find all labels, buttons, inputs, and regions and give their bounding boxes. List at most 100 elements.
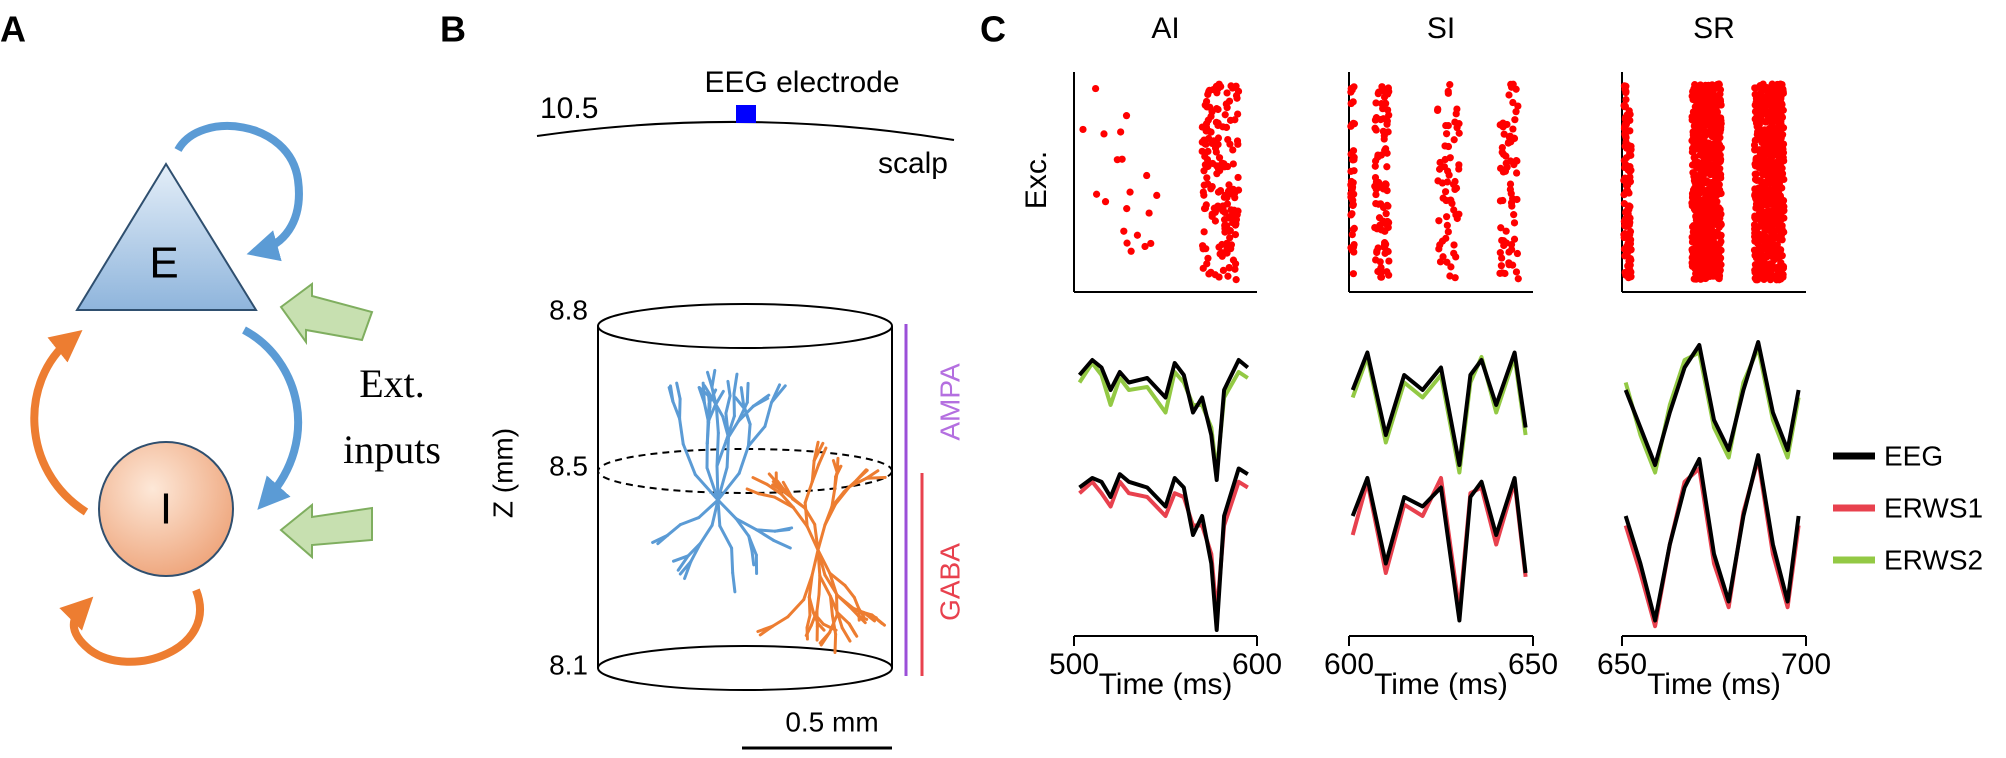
spike [1692, 103, 1699, 110]
spike [1372, 174, 1379, 181]
panel-label: B [440, 9, 466, 50]
x-tick-label: 600 [1324, 648, 1374, 681]
spike [1708, 185, 1715, 192]
spike [1769, 117, 1776, 124]
dendrite [773, 617, 788, 626]
spike [1508, 241, 1515, 248]
spike [1774, 89, 1781, 96]
spike [1232, 260, 1239, 267]
dendrite [854, 597, 858, 608]
spike [1128, 248, 1135, 255]
x-axis-label: Time (ms) [1647, 668, 1781, 701]
spike [1223, 222, 1230, 229]
spike [1212, 217, 1219, 224]
spike-band [1496, 81, 1521, 283]
scalp [537, 122, 954, 140]
spike [1225, 214, 1232, 221]
spike [1384, 187, 1391, 194]
spike [1625, 257, 1632, 264]
interneuron [747, 442, 885, 652]
dendrite [680, 399, 681, 419]
legend-label: EEG [1884, 440, 1943, 471]
panel-label: A [0, 9, 26, 50]
dendrite [680, 518, 698, 525]
spike [1224, 136, 1231, 143]
spike [1233, 276, 1240, 283]
spike [1453, 105, 1460, 112]
spike [1500, 168, 1507, 175]
i-to-e-arrow [34, 340, 86, 512]
spike [1447, 154, 1454, 161]
dendrite [733, 573, 735, 592]
dendrite [739, 446, 748, 473]
spike [1717, 173, 1724, 180]
spike [1716, 272, 1723, 279]
node-label: E [149, 239, 178, 288]
spike [1717, 126, 1724, 133]
spike [1215, 134, 1222, 141]
spike [1205, 270, 1212, 277]
spike-band [1751, 80, 1788, 283]
spike [1758, 90, 1765, 97]
dendrite [765, 402, 772, 426]
dendrite [842, 628, 850, 641]
spike [1350, 179, 1357, 186]
spike [1350, 201, 1357, 208]
spike [1765, 90, 1772, 97]
spike [1381, 147, 1388, 154]
inputs-label: Ext. [359, 361, 425, 406]
spike [1622, 96, 1629, 103]
spike [1706, 198, 1713, 205]
spike [1092, 85, 1099, 92]
dendrite [805, 482, 812, 503]
dendrite [814, 442, 818, 461]
spike [1443, 213, 1450, 220]
spike [1776, 227, 1783, 234]
spike [1762, 167, 1769, 174]
spike [1716, 91, 1723, 98]
spike [1697, 144, 1704, 151]
dendrite [830, 596, 832, 615]
z-axis-label: Z (mm) [487, 428, 518, 518]
spike [1452, 274, 1459, 281]
spike [1689, 92, 1696, 99]
dendrite [680, 419, 684, 444]
spike [1372, 116, 1379, 123]
spike [1204, 160, 1211, 167]
spike [1713, 113, 1720, 120]
spike [1350, 167, 1357, 174]
spike [1224, 273, 1231, 280]
spike [1147, 240, 1154, 247]
spike [1213, 162, 1220, 169]
spike [1375, 244, 1382, 251]
spike [1756, 200, 1763, 207]
z-tick-label: 8.8 [549, 294, 588, 325]
spike [1508, 199, 1515, 206]
dendrite [727, 437, 728, 467]
spike [1623, 119, 1630, 126]
dendrite [717, 433, 718, 466]
spike [1625, 166, 1632, 173]
spike [1451, 136, 1458, 143]
dendrite [836, 486, 850, 504]
spike [1511, 116, 1518, 123]
spike [1694, 256, 1701, 263]
spike [1758, 221, 1765, 228]
spike [1767, 228, 1774, 235]
spike [1780, 124, 1787, 131]
x-axis-label: Time (ms) [1374, 668, 1508, 701]
spike [1100, 130, 1107, 137]
trace [1353, 353, 1526, 466]
dendrite [677, 383, 680, 399]
spike [1451, 178, 1458, 185]
spike [1455, 165, 1462, 172]
chart-title: SR [1693, 12, 1735, 45]
spike [1505, 248, 1512, 255]
spike [1445, 228, 1452, 235]
dendrite [818, 525, 825, 550]
spike [1453, 184, 1460, 191]
spike [1779, 201, 1786, 208]
dendrite [759, 494, 775, 497]
spike [1234, 174, 1241, 181]
spike [1751, 212, 1758, 219]
